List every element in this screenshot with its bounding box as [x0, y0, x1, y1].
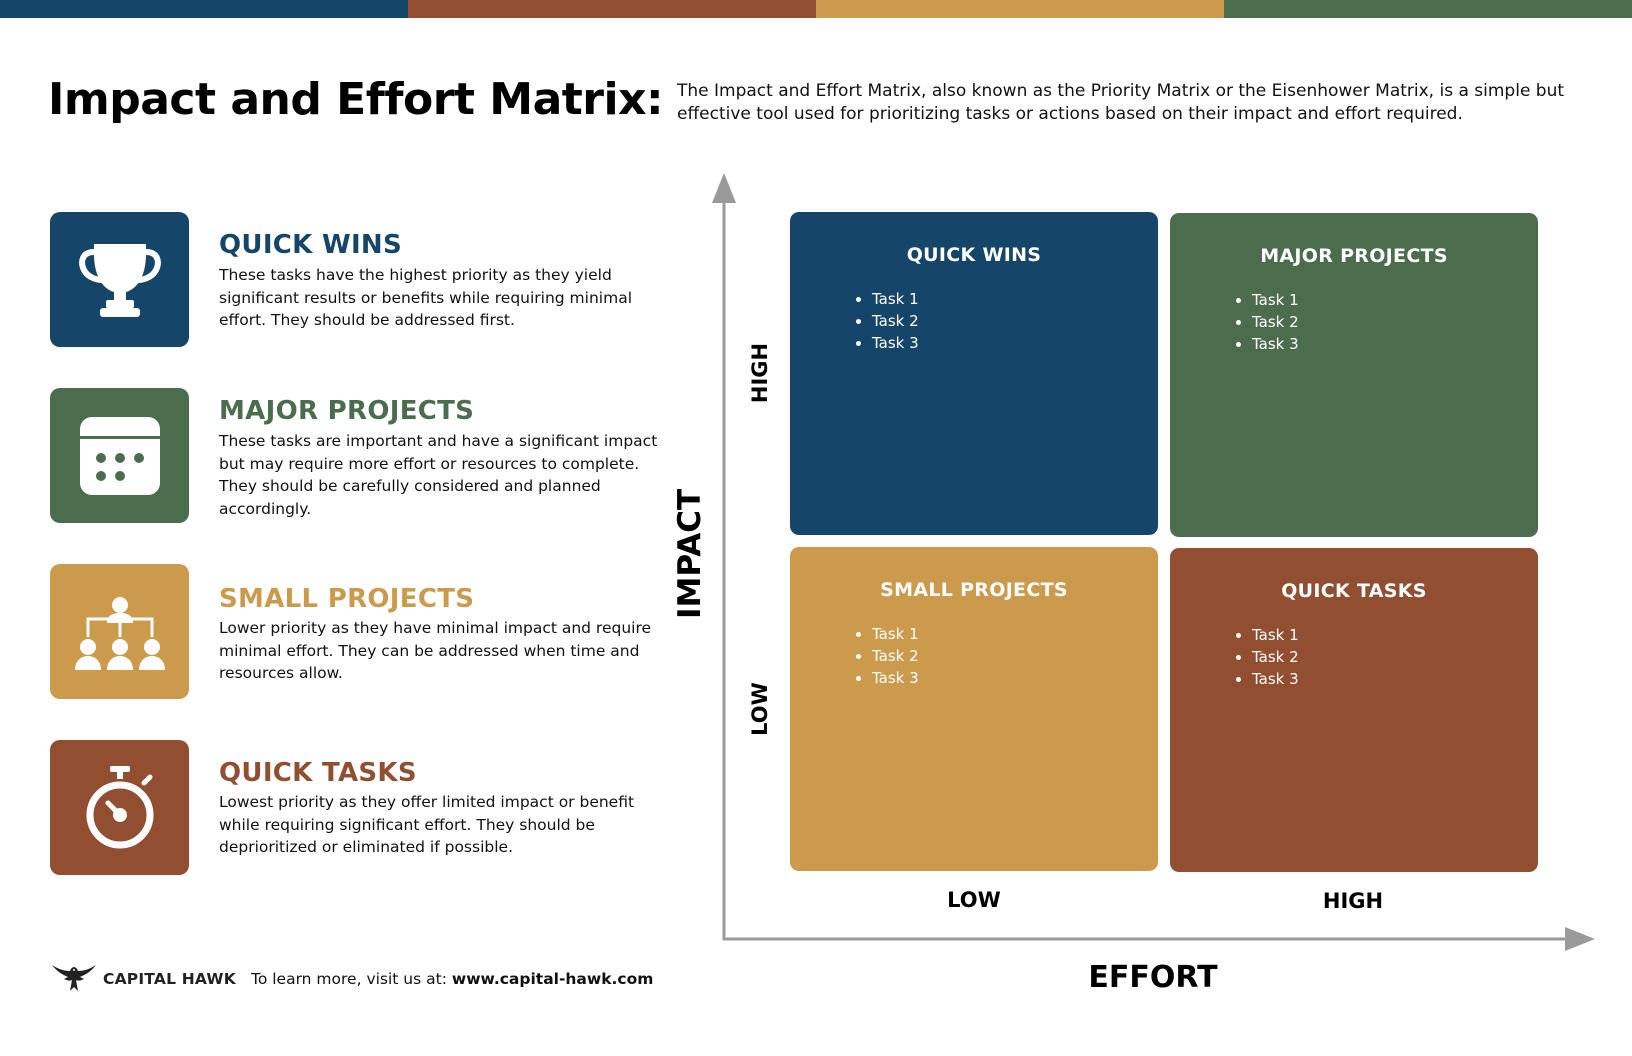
- small-projects-title: SMALL PROJECTS: [219, 584, 475, 614]
- quick-tasks-title: QUICK TASKS: [219, 758, 417, 788]
- x-axis-low-label: LOW: [947, 888, 1001, 912]
- task-list: Task 1 Task 2 Task 3: [872, 623, 919, 689]
- page-description: The Impact and Effort Matrix, also known…: [677, 81, 1565, 124]
- major-projects-description: These tasks are important and have a sig…: [219, 432, 658, 518]
- quadrant-title: QUICK WINS: [906, 244, 1042, 266]
- task-item: Task 2: [872, 310, 919, 332]
- x-axis-high-label: HIGH: [1322, 889, 1384, 913]
- y-axis-low-label: LOW: [748, 682, 772, 736]
- task-list: Task 1 Task 2 Task 3: [872, 288, 919, 354]
- top-bar-green: [1224, 0, 1632, 18]
- task-item: Task 3: [872, 332, 919, 354]
- task-item: Task 1: [1252, 624, 1299, 646]
- quadrant-major-projects: MAJOR PROJECTS Task 1 Task 2 Task 3: [1170, 213, 1538, 537]
- major-projects-icon-tile: [50, 388, 189, 523]
- trophy-icon: [78, 243, 161, 317]
- task-item: Task 1: [872, 623, 919, 645]
- quick-wins-description: These tasks have the highest priority as…: [219, 266, 632, 329]
- quick-wins-title: QUICK WINS: [219, 230, 403, 260]
- task-item: Task 1: [1252, 289, 1299, 311]
- y-axis-high-label: HIGH: [748, 342, 772, 404]
- stopwatch-icon: [86, 765, 153, 848]
- quadrant-quick-tasks: QUICK TASKS Task 1 Task 2 Task 3: [1170, 548, 1538, 872]
- small-projects-description: Lower priority as they have minimal impa…: [219, 619, 652, 682]
- top-color-bar: [0, 0, 1632, 18]
- footer-brand: CAPITAL HAWK: [103, 970, 236, 988]
- task-item: Task 3: [1252, 333, 1299, 355]
- footer-note: To learn more, visit us at: www.capital-…: [251, 970, 653, 988]
- task-list: Task 1 Task 2 Task 3: [1252, 624, 1299, 690]
- page-title: Impact and Effort Matrix:: [48, 74, 664, 125]
- y-axis-label: IMPACT: [672, 488, 708, 619]
- task-item: Task 2: [872, 645, 919, 667]
- footer-note-text: To learn more, visit us at:: [251, 970, 447, 988]
- quick-tasks-description: Lowest priority as they offer limited im…: [219, 793, 635, 856]
- task-item: Task 1: [872, 288, 919, 310]
- task-item: Task 3: [1252, 668, 1299, 690]
- task-item: Task 3: [872, 667, 919, 689]
- quadrant-title: SMALL PROJECTS: [880, 579, 1068, 601]
- team-icon: [74, 596, 165, 670]
- quick-tasks-icon-tile: [50, 740, 189, 875]
- task-item: Task 2: [1252, 646, 1299, 668]
- quick-wins-icon-tile: [50, 212, 189, 347]
- x-axis-label: EFFORT: [1088, 960, 1218, 995]
- top-bar-navy: [0, 0, 408, 18]
- quadrant-title: MAJOR PROJECTS: [1260, 245, 1448, 267]
- small-projects-icon-tile: [50, 564, 189, 699]
- task-item: Task 2: [1252, 311, 1299, 333]
- hawk-logo-icon: [52, 965, 96, 991]
- quadrant-small-projects: SMALL PROJECTS Task 1 Task 2 Task 3: [790, 547, 1158, 871]
- quadrant-title: QUICK TASKS: [1281, 580, 1427, 602]
- task-list: Task 1 Task 2 Task 3: [1252, 289, 1299, 355]
- quadrant-quick-wins: QUICK WINS Task 1 Task 2 Task 3: [790, 212, 1158, 535]
- calendar-icon: [79, 416, 160, 495]
- top-bar-rust: [408, 0, 816, 18]
- major-projects-title: MAJOR PROJECTS: [219, 396, 475, 426]
- footer-url-link[interactable]: www.capital-hawk.com: [451, 970, 654, 988]
- top-bar-mustard: [816, 0, 1224, 18]
